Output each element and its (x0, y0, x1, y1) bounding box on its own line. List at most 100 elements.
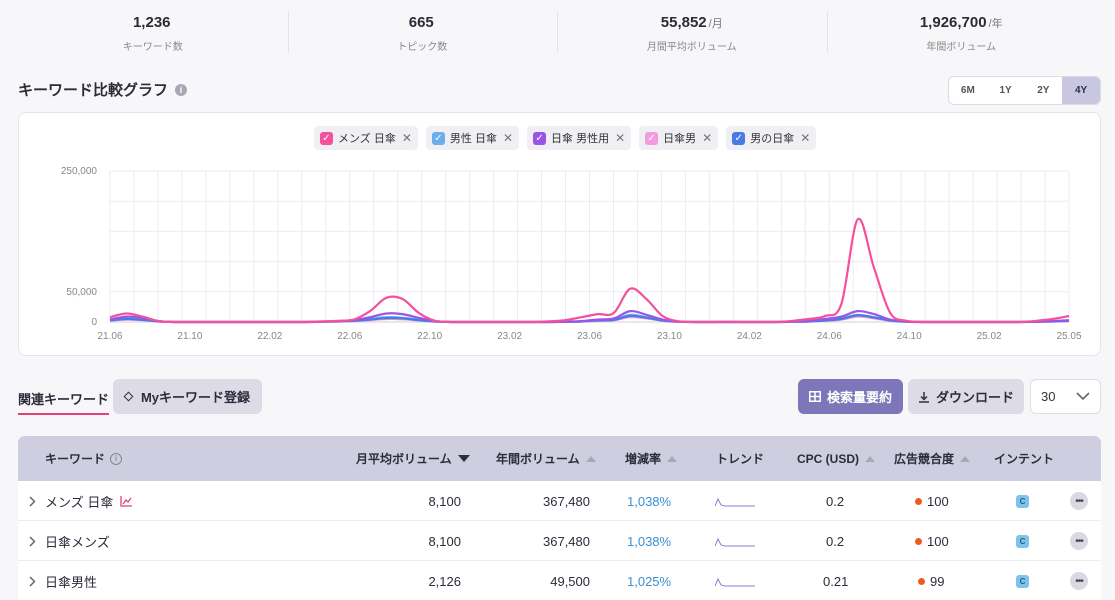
header-keyword[interactable]: キーワード i (45, 436, 123, 481)
sort-icon (960, 455, 971, 462)
cell-keyword: メンズ 日傘 (45, 481, 133, 521)
keyword-text: メンズ 日傘 (45, 494, 114, 510)
range-2y-button[interactable]: 2Y (1037, 85, 1050, 96)
legend-chip[interactable]: ✓ メンズ 日傘 ✕ (314, 126, 418, 150)
my-keyword-register-button[interactable]: Myキーワード登録 (113, 379, 262, 414)
header-monthly-label: 月平均ボリューム (356, 452, 452, 466)
stat-topics: 665 トピック数 (287, 0, 558, 62)
cell-competition: 100 (915, 481, 949, 521)
header-cpc[interactable]: CPC (USD) (797, 436, 875, 481)
legend-label: 男の日傘 (750, 133, 795, 145)
cell-cpc: 0.2 (826, 533, 845, 549)
intent-badge: C (1016, 534, 1029, 548)
header-intent: インテント (994, 436, 1054, 481)
checkbox-checked-icon[interactable]: ✓ (431, 131, 445, 145)
legend-chip[interactable]: ✓ 男の日傘 ✕ (726, 126, 817, 150)
trend-sparkline (715, 561, 755, 600)
chart-card: 0 50,000 250,000 21.06 21.10 22.02 22.06 22.10 2… (18, 112, 1101, 356)
tab-related-keywords[interactable]: 関連キーワード (18, 389, 110, 415)
table-row[interactable]: 日傘男性 2,126 49,500 1,025% 0.21 99 C ••• (18, 561, 1101, 600)
x-tick-label: 22.06 (337, 331, 362, 342)
x-tick-label: 24.02 (737, 331, 762, 342)
x-tick-label: 22.10 (417, 331, 442, 342)
range-1y-button[interactable]: 1Y (999, 85, 1012, 96)
cell-yearly: 49,500 (550, 573, 590, 589)
sort-icon (667, 455, 678, 462)
cell-rate: 1,038% (627, 533, 672, 549)
info-icon[interactable]: i (175, 83, 188, 96)
header-monthly-volume[interactable]: 月平均ボリューム (356, 436, 470, 481)
legend-label: 男性 日傘 (449, 133, 497, 145)
close-icon[interactable]: ✕ (702, 131, 713, 145)
cell-more: ••• (1070, 521, 1088, 561)
chevron-right-icon[interactable] (28, 521, 36, 561)
checkbox-checked-icon[interactable]: ✓ (320, 131, 333, 145)
intent-badge: C (1016, 574, 1029, 588)
y-tick-label: 0 (91, 317, 97, 328)
sort-icon (865, 455, 875, 462)
stats-bar: 1,236 キーワード数 665 トピック数 55,852/月 月間平均ボリュー… (18, 0, 1096, 62)
header-yearly-volume[interactable]: 年間ボリューム (496, 436, 596, 481)
header-intent-label: インテント (994, 452, 1055, 466)
close-icon[interactable]: ✕ (401, 131, 412, 145)
table-body: メンズ 日傘 8,100 367,480 1,038% 0.2 100 C ••… (18, 481, 1101, 600)
page-size-select[interactable]: 30 (1030, 379, 1101, 414)
table-row[interactable]: メンズ 日傘 8,100 367,480 1,038% 0.2 100 C ••… (18, 481, 1101, 521)
my-keyword-label: Myキーワード登録 (140, 390, 251, 405)
header-rate[interactable]: 増減率 (625, 436, 678, 481)
more-options-icon[interactable]: ••• (1070, 492, 1088, 510)
competition-dot (915, 537, 922, 545)
stat-value: 665 (408, 14, 434, 31)
download-button[interactable]: ダウンロード (908, 379, 1024, 414)
legend-chip[interactable]: ✓ 男性 日傘 ✕ (425, 126, 520, 150)
checkbox-checked-icon[interactable]: ✓ (645, 131, 659, 145)
page-size-value: 30 (1041, 389, 1056, 404)
checkbox-checked-icon[interactable]: ✓ (732, 131, 746, 145)
chevron-down-icon (1076, 389, 1090, 404)
diamond-icon (123, 391, 134, 402)
table-row[interactable]: 日傘メンズ 8,100 367,480 1,038% 0.2 100 C ••• (18, 521, 1101, 561)
legend-chip[interactable]: ✓ 日傘 男性用 ✕ (527, 126, 632, 150)
cell-intent: C (1016, 481, 1029, 521)
cell-cpc: 0.2 (826, 493, 845, 509)
stat-yearly-volume: 1,926,700/年 年間ボリューム (826, 0, 1097, 62)
header-yearly-label: 年間ボリューム (496, 452, 580, 466)
cell-keyword: 日傘男性 (45, 574, 98, 590)
range-selector: 6M 1Y 2Y 4Y (948, 76, 1101, 105)
trend-chart-icon[interactable] (120, 495, 133, 507)
cell-monthly: 8,100 (428, 533, 461, 549)
legend-chip[interactable]: ✓ 日傘男 ✕ (639, 126, 719, 150)
close-icon[interactable]: ✕ (615, 131, 626, 145)
cell-monthly: 8,100 (428, 493, 461, 509)
header-competition[interactable]: 広告競合度 (894, 436, 971, 481)
cell-rate: 1,025% (627, 573, 672, 589)
checkbox-checked-icon[interactable]: ✓ (533, 131, 547, 145)
legend-label: メンズ 日傘 (338, 133, 396, 145)
close-icon[interactable]: ✕ (800, 131, 811, 145)
cell-intent: C (1016, 561, 1029, 600)
more-options-icon[interactable]: ••• (1070, 532, 1088, 550)
summary-label: 検索量要約 (826, 390, 892, 405)
x-tick-label: 25.05 (1056, 331, 1081, 342)
range-6m-button[interactable]: 6M (960, 85, 975, 96)
competition-dot (918, 577, 925, 585)
chart-section-title: キーワード比較グラフ i (18, 79, 188, 100)
info-icon[interactable]: i (110, 452, 123, 465)
more-options-icon[interactable]: ••• (1070, 572, 1088, 590)
y-tick-label: 50,000 (66, 287, 97, 298)
sort-icon (585, 455, 596, 462)
stat-value: 55,852/月 (660, 14, 723, 31)
chevron-right-icon[interactable] (28, 481, 36, 521)
search-volume-summary-button[interactable]: 検索量要約 (798, 379, 903, 414)
x-tick-label: 21.10 (177, 331, 202, 342)
sort-desc-icon (457, 455, 470, 462)
header-competition-label: 広告競合度 (894, 452, 955, 466)
chevron-right-icon[interactable] (28, 561, 36, 600)
range-4y-button[interactable]: 4Y (1062, 77, 1100, 104)
section-title-text: キーワード比較グラフ (18, 82, 169, 99)
keyword-line-chart: 0 50,000 250,000 21.06 21.10 22.02 22.06 22.10 2… (61, 166, 1082, 342)
intent-badge: C (1016, 494, 1029, 508)
x-tick-label: 24.06 (817, 331, 842, 342)
stat-value: 1,926,700/年 (919, 14, 1003, 31)
close-icon[interactable]: ✕ (502, 131, 514, 145)
